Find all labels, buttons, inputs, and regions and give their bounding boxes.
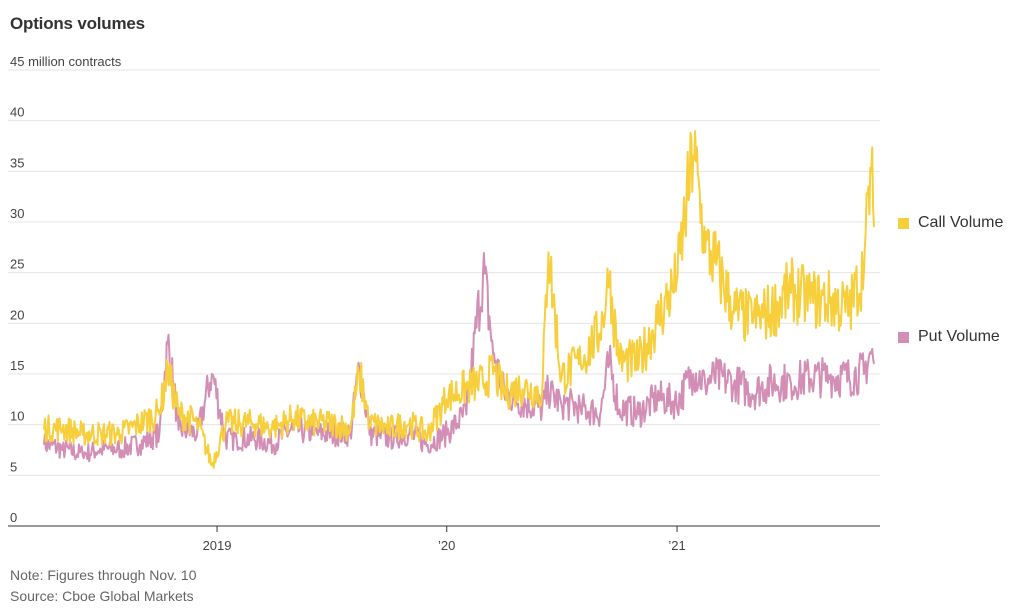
y-tick-label-5: 5: [10, 459, 17, 474]
chart-source: Source: Cboe Global Markets: [10, 588, 194, 604]
y-tick-label-20: 20: [10, 307, 24, 322]
chart-title: Options volumes: [10, 14, 145, 33]
x-axis: 2019 ’20 ’21: [8, 525, 880, 553]
x-tick-label-2019: 2019: [203, 538, 232, 553]
legend-item-put-volume: Put Volume: [898, 328, 1020, 346]
y-tick-label-35: 35: [10, 155, 24, 170]
y-tick-label-30: 30: [10, 206, 24, 221]
call-volume-line: [43, 130, 875, 469]
grid-lines: [8, 69, 880, 476]
y-tick-label-0: 0: [10, 510, 17, 525]
y-axis-tick-labels: 0 5 10 15 20 25 30 35 40 45 million contracts: [10, 54, 122, 525]
legend-item-call-volume: Call Volume: [898, 214, 1020, 232]
x-tick-label-’21: ’21: [668, 538, 685, 553]
y-tick-label-40: 40: [10, 105, 24, 120]
y-tick-label-10: 10: [10, 409, 24, 424]
legend-label-put-volume: Put Volume: [918, 328, 1000, 345]
x-tick-label-’20: ’20: [438, 538, 455, 553]
legend-label-call-volume: Call Volume: [918, 214, 1004, 231]
call-volume-swatch: [898, 217, 909, 229]
put-volume-line: [43, 252, 875, 463]
y-tick-label-15: 15: [10, 358, 24, 373]
put-volume-swatch: [898, 331, 909, 343]
y-tick-label-45: 45 million contracts: [10, 54, 122, 69]
chart-note: Note: Figures through Nov. 10: [10, 567, 197, 583]
y-tick-label-25: 25: [10, 257, 24, 272]
series-lines: [43, 130, 875, 469]
